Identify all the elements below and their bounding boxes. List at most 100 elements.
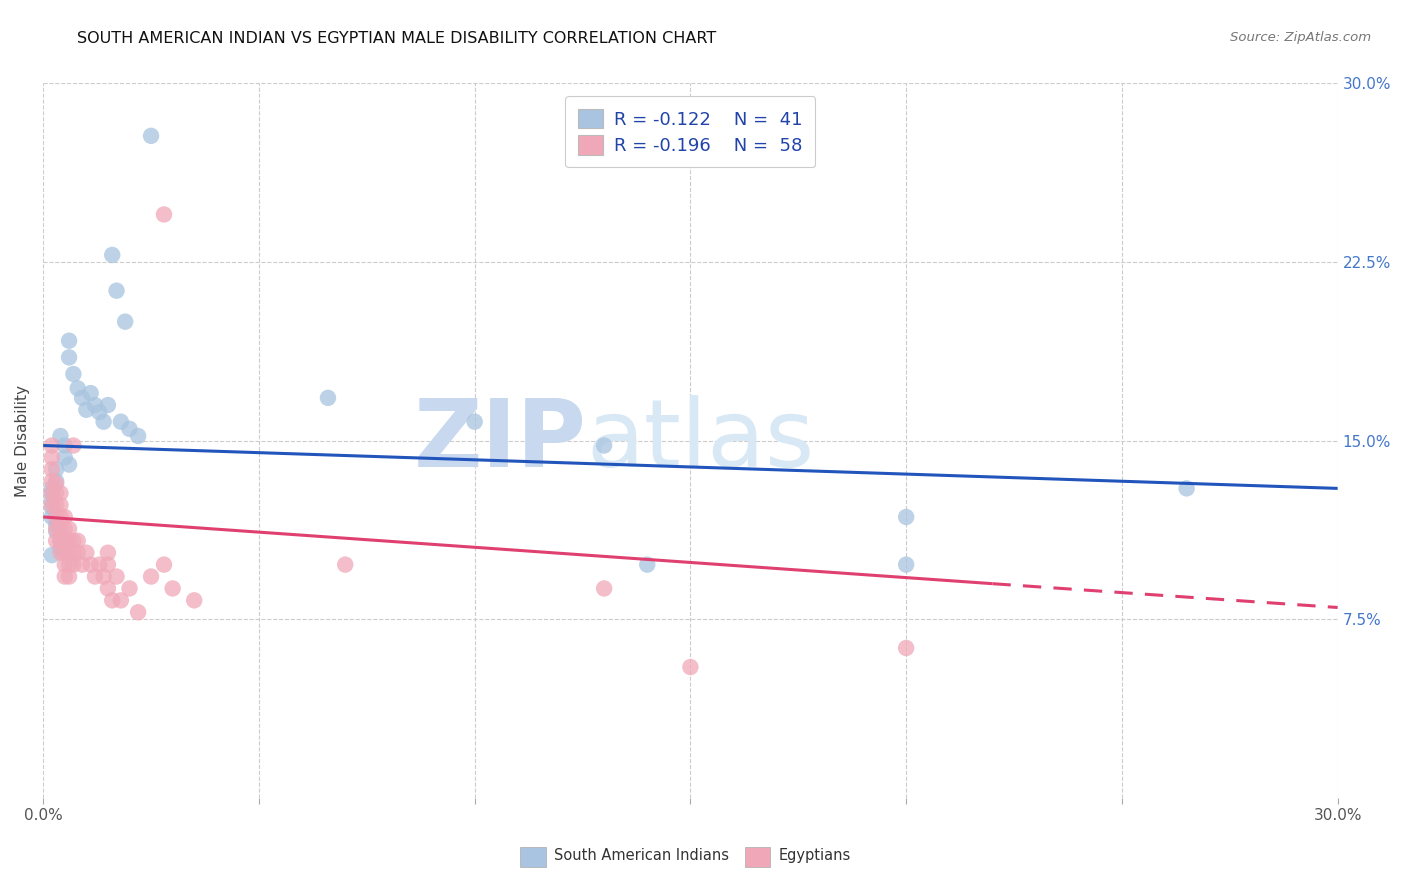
Point xyxy=(49,533,72,548)
Point xyxy=(45,498,67,512)
Point xyxy=(79,558,101,572)
Point xyxy=(53,569,76,583)
Point xyxy=(53,558,76,572)
Point xyxy=(41,493,63,508)
Point xyxy=(45,522,67,536)
Point xyxy=(53,546,76,560)
Point xyxy=(127,605,149,619)
Point xyxy=(101,593,124,607)
Point xyxy=(127,429,149,443)
Point xyxy=(41,462,63,476)
Point xyxy=(593,438,616,452)
Point xyxy=(62,546,84,560)
Point xyxy=(679,660,702,674)
Point xyxy=(49,498,72,512)
Point xyxy=(62,438,84,452)
Point xyxy=(84,569,107,583)
Point xyxy=(41,510,63,524)
Point xyxy=(49,429,72,443)
Point xyxy=(53,438,76,452)
Point xyxy=(183,593,205,607)
Point xyxy=(49,541,72,555)
Point xyxy=(84,398,107,412)
Point xyxy=(45,510,67,524)
Point xyxy=(53,450,76,465)
Point xyxy=(45,533,67,548)
Text: SOUTH AMERICAN INDIAN VS EGYPTIAN MALE DISABILITY CORRELATION CHART: SOUTH AMERICAN INDIAN VS EGYPTIAN MALE D… xyxy=(77,31,717,46)
Point xyxy=(70,558,93,572)
Point xyxy=(62,533,84,548)
Point xyxy=(79,386,101,401)
Point xyxy=(93,569,115,583)
Point xyxy=(105,284,128,298)
Point xyxy=(593,582,616,596)
Point xyxy=(894,510,917,524)
Point xyxy=(66,381,89,395)
Point xyxy=(153,558,176,572)
Point xyxy=(49,522,72,536)
Point xyxy=(49,533,72,548)
Point xyxy=(41,486,63,500)
Point xyxy=(105,569,128,583)
Point xyxy=(89,405,111,419)
Point xyxy=(636,558,658,572)
Point xyxy=(335,558,357,572)
Point xyxy=(58,334,80,348)
Text: Source: ZipAtlas.com: Source: ZipAtlas.com xyxy=(1230,31,1371,45)
Point xyxy=(316,391,339,405)
Point xyxy=(97,558,120,572)
Point xyxy=(114,315,136,329)
Point xyxy=(97,546,120,560)
Y-axis label: Male Disability: Male Disability xyxy=(15,384,30,497)
Point xyxy=(110,593,132,607)
Legend: R = -0.122    N =  41, R = -0.196    N =  58: R = -0.122 N = 41, R = -0.196 N = 58 xyxy=(565,96,815,168)
Point xyxy=(53,533,76,548)
Point xyxy=(49,486,72,500)
Point xyxy=(58,351,80,365)
Text: ZIP: ZIP xyxy=(413,395,586,487)
Point xyxy=(1175,482,1198,496)
Point xyxy=(89,558,111,572)
Point xyxy=(58,569,80,583)
Point xyxy=(66,533,89,548)
Point xyxy=(97,398,120,412)
Point xyxy=(162,582,184,596)
Point xyxy=(41,548,63,562)
Point xyxy=(45,475,67,489)
Point xyxy=(97,582,120,596)
Point xyxy=(75,546,97,560)
Point xyxy=(45,462,67,476)
Point xyxy=(41,475,63,489)
Point xyxy=(41,498,63,512)
Point xyxy=(153,207,176,221)
Point xyxy=(58,458,80,472)
Point xyxy=(41,450,63,465)
Point xyxy=(41,482,63,496)
Point xyxy=(45,476,67,491)
Point xyxy=(49,510,72,524)
Point xyxy=(110,415,132,429)
Point xyxy=(101,248,124,262)
Point xyxy=(41,500,63,515)
Point xyxy=(41,438,63,452)
Text: atlas: atlas xyxy=(586,395,815,487)
Point xyxy=(53,510,76,524)
Point xyxy=(62,558,84,572)
Point xyxy=(58,558,80,572)
Point xyxy=(62,367,84,381)
Text: South American Indians: South American Indians xyxy=(554,847,728,863)
Point xyxy=(58,546,80,560)
Text: Egyptians: Egyptians xyxy=(779,847,851,863)
Point xyxy=(139,569,162,583)
Point xyxy=(41,486,63,500)
Point xyxy=(894,558,917,572)
Point xyxy=(58,522,80,536)
Point xyxy=(58,533,80,548)
Point xyxy=(464,415,486,429)
Point xyxy=(53,522,76,536)
Point xyxy=(118,582,141,596)
Point xyxy=(894,640,917,655)
Point xyxy=(70,391,93,405)
Point xyxy=(45,524,67,539)
Point xyxy=(45,486,67,500)
